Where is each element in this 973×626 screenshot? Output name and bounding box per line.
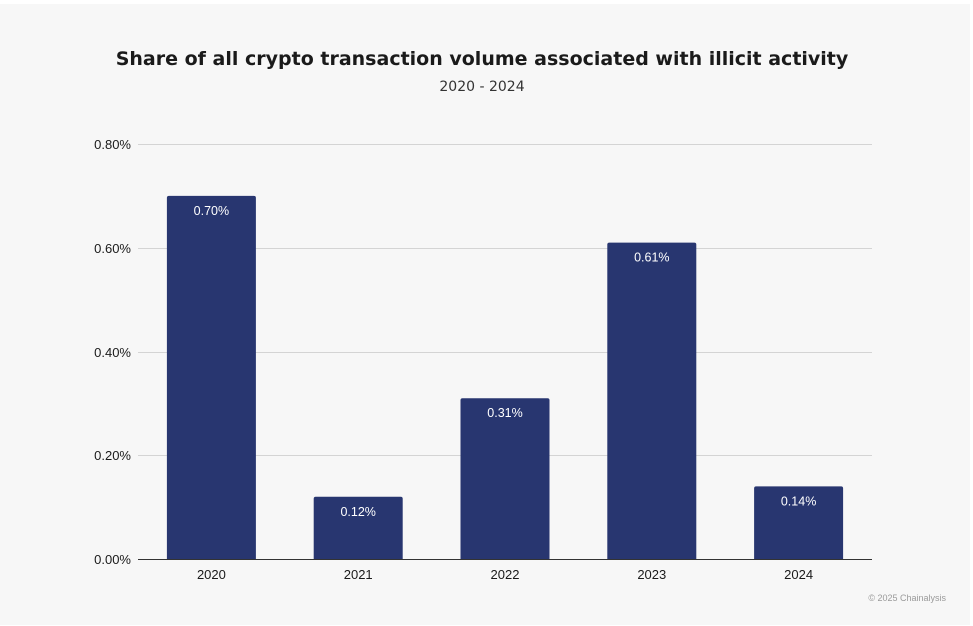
data-label-2024: 0.14% [781,494,816,508]
data-label-2022: 0.31% [487,406,522,420]
y-tick-label: 0.80% [94,137,131,152]
x-tick-label: 2022 [491,567,520,582]
bar-2020 [166,195,256,559]
data-label-2023: 0.61% [634,251,669,265]
x-tick-label: 2021 [344,567,373,582]
bar-2023 [607,242,697,559]
bar-2024 [754,486,844,559]
y-tick-label: 0.20% [94,448,131,463]
x-tick-label: 2020 [197,567,226,582]
data-label-2021: 0.12% [340,505,375,519]
x-tick-label: 2024 [784,567,813,582]
bars [166,195,844,559]
labels: 0.00% 0.20% 0.40% 0.60% 0.80% 0.70% 2020 0.12% 2… [94,137,816,582]
bar-2021 [313,496,403,559]
chart-title: Share of all crypto transaction volume a… [115,48,849,70]
y-tick-label: 0.00% [94,552,131,567]
data-label-2020: 0.70% [194,204,229,218]
y-tick-label: 0.60% [94,241,131,256]
x-tick-label: 2023 [637,567,666,582]
copyright-credit: © 2025 Chainalysis [868,593,946,603]
y-tick-label: 0.40% [94,345,131,360]
bar-2022 [460,398,550,559]
chart-subtitle: 2020 - 2024 [439,79,525,95]
